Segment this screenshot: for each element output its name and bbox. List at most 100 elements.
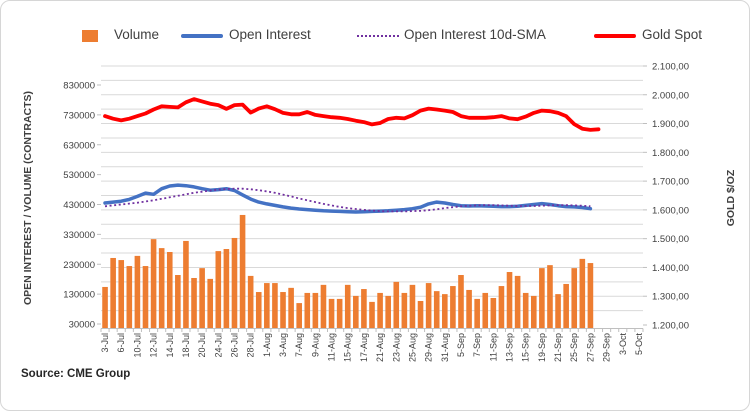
volume-bar <box>450 286 456 329</box>
svg-text:1.700,00: 1.700,00 <box>652 177 689 188</box>
svg-text:21-Aug: 21-Aug <box>375 333 385 362</box>
volume-bar <box>215 251 222 329</box>
svg-text:15-Sep: 15-Sep <box>521 333 531 362</box>
legend-label-gold-spot: Gold Spot <box>642 27 703 42</box>
volume-swatch <box>82 30 98 42</box>
volume-bar <box>183 240 189 329</box>
svg-text:28-Jul: 28-Jul <box>246 333 256 358</box>
volume-bar <box>102 286 108 329</box>
gold-spot-swatch <box>594 34 636 38</box>
svg-text:7-Sep: 7-Sep <box>472 333 482 357</box>
volume-bar <box>207 278 214 329</box>
svg-text:14-Jul: 14-Jul <box>165 333 175 358</box>
svg-text:29-Aug: 29-Aug <box>424 333 434 362</box>
svg-text:630000: 630000 <box>63 140 95 151</box>
svg-text:29-Sep: 29-Sep <box>602 333 612 362</box>
svg-text:1.200,00: 1.200,00 <box>652 321 689 332</box>
right-axis-title: GOLD $/OZ <box>725 169 737 226</box>
volume-bar <box>175 275 181 329</box>
volume-bar <box>353 295 359 329</box>
volume-bar <box>166 252 173 329</box>
left-axis-title: OPEN INTEREST / VOLUME (CONTRACTS) <box>22 91 34 305</box>
svg-text:5-Oct: 5-Oct <box>634 333 644 356</box>
volume-bar <box>514 275 521 329</box>
volume-bar <box>409 284 416 329</box>
svg-text:730000: 730000 <box>63 110 95 121</box>
svg-text:1.900,00: 1.900,00 <box>652 119 689 130</box>
svg-text:3-Aug: 3-Aug <box>278 333 288 357</box>
svg-text:11-Sep: 11-Sep <box>488 333 498 361</box>
volume-bar <box>304 292 311 329</box>
svg-text:31-Aug: 31-Aug <box>440 333 450 362</box>
volume-bar <box>385 295 391 329</box>
volume-bar <box>442 294 448 329</box>
legend-label-volume: Volume <box>114 27 160 42</box>
svg-text:17-Aug: 17-Aug <box>359 333 369 362</box>
svg-text:27-Sep: 27-Sep <box>585 333 595 362</box>
volume-bar <box>571 268 578 329</box>
volume-bar <box>547 265 553 329</box>
volume-bars <box>102 214 594 329</box>
volume-bar <box>458 275 464 329</box>
svg-text:5-Sep: 5-Sep <box>456 333 466 357</box>
svg-text:3-Oct: 3-Oct <box>618 333 628 356</box>
volume-bar <box>142 266 149 329</box>
volume-bar <box>498 286 505 329</box>
svg-text:130000: 130000 <box>63 290 95 301</box>
svg-text:430000: 430000 <box>63 200 95 211</box>
svg-text:15-Aug: 15-Aug <box>343 333 353 362</box>
svg-text:19-Sep: 19-Sep <box>537 333 547 362</box>
volume-bar <box>522 292 529 329</box>
svg-text:11-Aug: 11-Aug <box>327 333 337 361</box>
volume-bar <box>563 283 569 329</box>
svg-text:3-Jul: 3-Jul <box>100 333 110 353</box>
svg-text:1.500,00: 1.500,00 <box>652 234 689 245</box>
right-axis-labels: 2.100,00 2.000,00 1.900,00 1.800,00 1.700,00… <box>643 62 689 332</box>
x-axis <box>100 328 644 332</box>
svg-text:1.800,00: 1.800,00 <box>652 148 689 159</box>
volume-bar <box>199 268 205 329</box>
svg-text:12-Jul: 12-Jul <box>149 333 159 358</box>
svg-text:6-Jul: 6-Jul <box>116 333 126 353</box>
svg-text:530000: 530000 <box>63 170 95 181</box>
volume-bar <box>126 266 133 329</box>
gold-spot-line <box>103 97 601 132</box>
svg-text:7-Aug: 7-Aug <box>294 333 304 357</box>
svg-text:23-Aug: 23-Aug <box>391 333 401 362</box>
volume-bar <box>417 300 424 329</box>
volume-bar <box>336 298 343 329</box>
volume-bar <box>247 275 254 329</box>
sma-swatch <box>357 35 399 37</box>
volume-bar <box>361 289 367 329</box>
svg-text:24-Jul: 24-Jul <box>213 333 223 358</box>
volume-bar <box>320 284 327 329</box>
volume-bar <box>539 268 545 329</box>
x-axis-labels: 3-Jul 6-Jul 10-Jul 12-Jul 14-Jul 18-Jul 20-Jul… <box>100 333 644 363</box>
volume-bar <box>344 284 351 329</box>
volume-bar <box>328 298 335 329</box>
volume-bar <box>264 283 270 329</box>
volume-bar <box>223 249 230 329</box>
volume-bar <box>110 257 116 329</box>
volume-bar <box>401 292 408 329</box>
svg-text:13-Sep: 13-Sep <box>505 333 515 362</box>
svg-text:10-Jul: 10-Jul <box>132 333 142 358</box>
open-interest-line <box>103 183 593 214</box>
svg-text:9-Aug: 9-Aug <box>310 333 320 357</box>
volume-bar <box>530 295 537 329</box>
volume-bar <box>272 283 278 329</box>
svg-text:20-Jul: 20-Jul <box>197 333 207 358</box>
volume-bar <box>587 263 594 329</box>
svg-text:1.300,00: 1.300,00 <box>652 292 689 303</box>
volume-bar <box>579 258 586 329</box>
svg-text:18-Jul: 18-Jul <box>181 333 191 358</box>
volume-bar <box>288 287 294 329</box>
svg-text:21-Sep: 21-Sep <box>553 333 563 362</box>
volume-bar <box>377 292 383 329</box>
legend-label-open-interest: Open Interest <box>229 27 311 42</box>
volume-bar <box>134 255 141 329</box>
volume-bar <box>231 237 238 329</box>
volume-bar <box>191 277 197 329</box>
